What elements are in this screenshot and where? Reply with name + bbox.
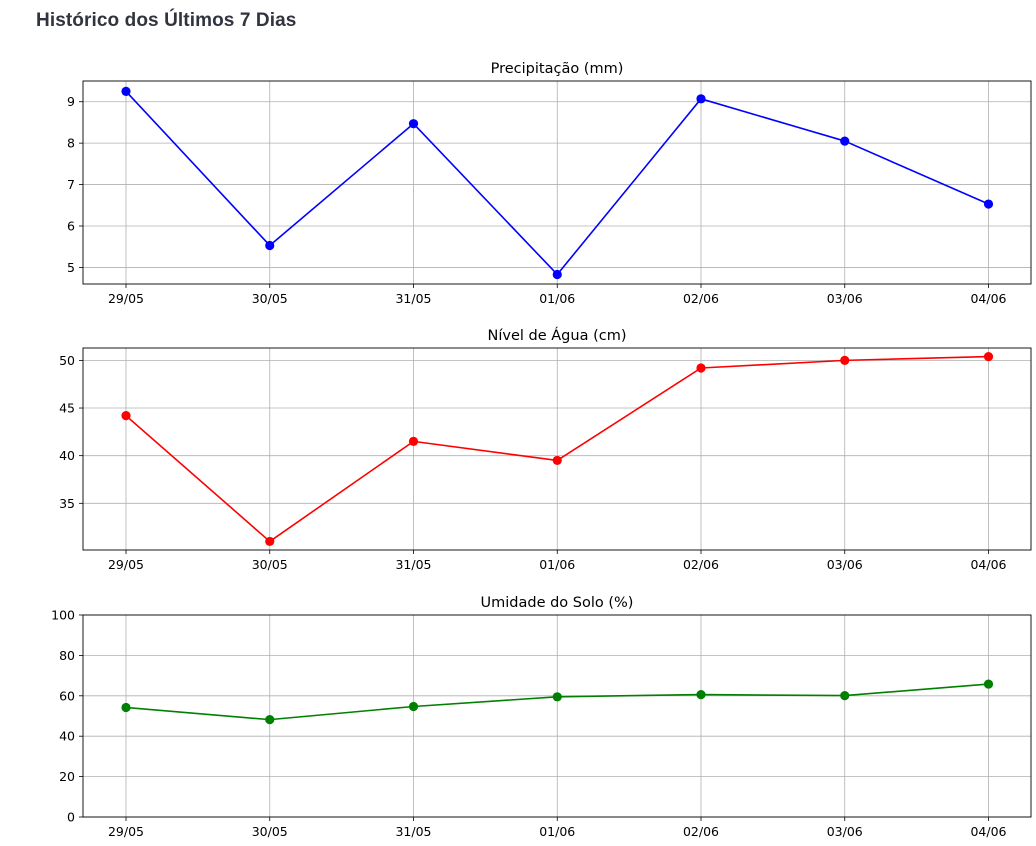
x-tick-label: 02/06 <box>683 557 719 572</box>
page-title: Histórico dos Últimos 7 Dias <box>36 10 297 31</box>
y-tick-label: 0 <box>67 810 75 825</box>
y-tick-label: 5 <box>67 260 75 275</box>
y-tick-label: 40 <box>59 448 75 463</box>
data-point <box>840 690 850 701</box>
x-tick-label: 04/06 <box>970 557 1006 572</box>
x-tick-label: 01/06 <box>539 824 575 839</box>
data-point <box>696 689 706 700</box>
data-point <box>265 240 275 251</box>
x-tick-label: 01/06 <box>539 557 575 572</box>
x-tick-label: 03/06 <box>827 824 863 839</box>
y-tick-label: 40 <box>59 729 75 744</box>
x-tick-label: 03/06 <box>827 557 863 572</box>
data-point <box>121 86 131 96</box>
data-point <box>552 692 562 702</box>
x-tick-label: 31/05 <box>395 291 431 306</box>
x-tick-label: 01/06 <box>539 291 575 306</box>
y-tick-label: 9 <box>67 94 75 109</box>
data-point <box>121 411 131 421</box>
x-tick-label: 02/06 <box>683 291 719 306</box>
y-tick-label: 35 <box>59 496 75 511</box>
data-point <box>552 269 562 280</box>
x-tick-label: 31/05 <box>395 557 431 572</box>
y-tick-label: 100 <box>51 608 75 623</box>
y-tick-label: 45 <box>59 401 75 416</box>
data-point <box>408 436 419 446</box>
x-tick-label: 29/05 <box>108 824 144 839</box>
data-point <box>265 715 275 725</box>
y-tick-label: 80 <box>59 648 75 663</box>
y-tick-label: 6 <box>67 219 75 234</box>
x-tick-label: 29/05 <box>108 291 144 306</box>
data-point <box>983 351 994 362</box>
x-tick-label: 04/06 <box>970 291 1006 306</box>
plot-frame <box>82 80 1032 285</box>
data-point <box>121 702 131 713</box>
x-tick-label: 03/06 <box>827 291 863 306</box>
data-point <box>983 679 994 689</box>
chart-panel-1: Precipitação (mm) 29/05 30/05 31/05 01/06 02/… <box>67 61 1032 306</box>
data-point <box>840 136 850 146</box>
data-point <box>408 119 419 129</box>
x-tick-label: 04/06 <box>970 824 1006 839</box>
chart-panel-3: Umidade do Solo (%) 29/05 30/05 31/05 01/06 0… <box>51 595 1032 839</box>
chart-title: Umidade do Solo (%) <box>481 595 634 611</box>
chart-panel-2: Nível de Água (cm) 29/05 30/05 31/05 01/06 02… <box>59 327 1032 572</box>
y-tick-label: 60 <box>59 688 75 703</box>
data-point <box>696 94 706 104</box>
x-tick-label: 31/05 <box>395 824 431 839</box>
x-tick-label: 30/05 <box>252 824 288 839</box>
y-tick-label: 50 <box>59 353 75 368</box>
data-point <box>552 455 562 466</box>
data-point <box>408 701 419 712</box>
x-tick-label: 30/05 <box>252 557 288 572</box>
data-point <box>983 199 994 209</box>
x-tick-label: 29/05 <box>108 557 144 572</box>
data-point <box>696 363 706 373</box>
x-tick-label: 02/06 <box>683 824 719 839</box>
plot-frame <box>82 614 1032 818</box>
y-tick-label: 8 <box>67 136 75 151</box>
data-point <box>265 536 275 547</box>
y-tick-label: 7 <box>67 177 75 192</box>
chart-title: Nível de Água (cm) <box>488 327 627 344</box>
y-tick-label: 20 <box>59 769 75 784</box>
chart-title: Precipitação (mm) <box>491 61 624 77</box>
x-tick-label: 30/05 <box>252 291 288 306</box>
data-point <box>840 355 850 365</box>
plot-frame <box>82 347 1032 551</box>
